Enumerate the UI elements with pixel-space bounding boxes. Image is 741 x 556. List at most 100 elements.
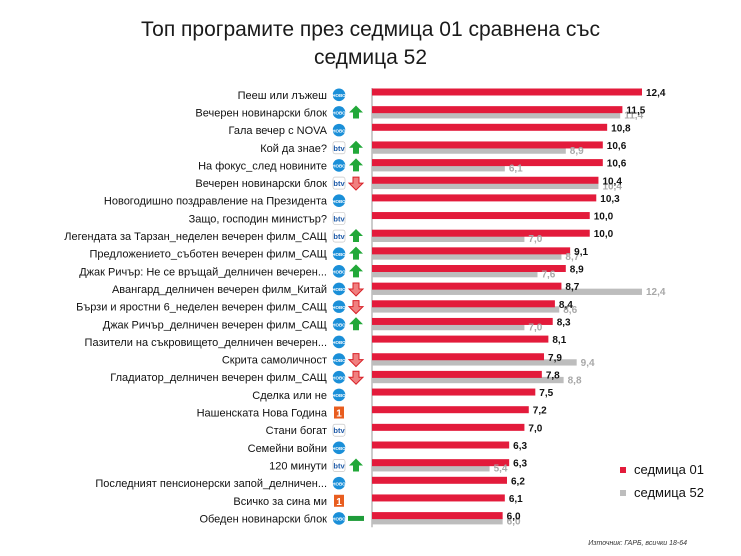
bar-week01: [372, 512, 503, 520]
nova-logo-icon: [332, 247, 346, 260]
bar-week01: [372, 106, 623, 114]
category-label: Джак Ричър: Не се връщай_делничен вечере…: [79, 266, 327, 278]
value-label-week01: 7,0: [528, 423, 542, 434]
value-label-week01: 11,5: [626, 106, 645, 117]
category-label: Предложението_съботен вечерен филм_САЩ: [90, 249, 328, 261]
nova-logo-text: НОВО: [332, 128, 346, 133]
bar-week01: [372, 212, 590, 220]
value-label-week52: 10,4: [602, 181, 622, 192]
nova-logo-icon: [332, 512, 346, 525]
btv-logo-icon: [332, 212, 346, 225]
value-label-week01: 6,3: [513, 459, 527, 470]
bar-week01: [372, 282, 562, 290]
nova-logo-text: НОВО: [332, 93, 346, 98]
value-label-week01: 7,9: [548, 353, 562, 364]
legend-label: седмица 01: [634, 462, 704, 477]
value-label-week01: 10,6: [607, 141, 627, 152]
value-label-week01: 10,4: [602, 176, 622, 187]
bar-week01: [372, 194, 597, 202]
chart-title-line1: Топ програмите през седмица 01 сравнена …: [140, 18, 601, 41]
value-label-week01: 9,1: [574, 247, 588, 258]
kanal1-logo-text: 1: [336, 409, 342, 420]
bar-week01: [372, 88, 642, 96]
value-label-week52: 8,9: [570, 146, 584, 157]
bar-week01: [372, 176, 599, 184]
value-label-week01: 8,7: [565, 282, 579, 293]
value-label-week01: 7,2: [533, 406, 547, 417]
value-label-week01: 6,3: [513, 441, 527, 452]
nova-logo-text: НОВО: [332, 322, 346, 327]
value-label-week52: 5,4: [494, 464, 508, 475]
category-label: 120 минути: [269, 460, 327, 472]
nova-logo-icon: [332, 123, 346, 137]
category-label: Семейни войни: [248, 443, 327, 455]
category-label: Сделка или не: [252, 390, 327, 402]
category-label: Обеден новинарски блок: [199, 513, 327, 525]
trend-down-icon: [347, 176, 365, 191]
category-label: Пазители на съкровището_делничен вечерен…: [85, 337, 327, 349]
bar-week01: [372, 123, 608, 131]
bar-week52: [372, 271, 538, 278]
legend-swatch: [620, 467, 626, 473]
category-label: Вечерен новинарски блок: [195, 178, 327, 190]
trend-flat-icon: [348, 515, 364, 521]
value-label-week01: 10,0: [594, 229, 614, 240]
bar-week01: [372, 494, 505, 502]
nova-logo-text: НОВО: [332, 340, 346, 345]
bar-week01: [372, 159, 603, 167]
bar-week01: [372, 406, 529, 414]
category-label: Защо, господин министър?: [189, 213, 327, 225]
category-label: Легендата за Тарзан_неделен вечерен филм…: [64, 231, 327, 243]
nova-logo-icon: [332, 476, 346, 490]
category-label: Нашенската Нова Година: [197, 408, 328, 420]
kanal1-logo-text: 1: [336, 497, 342, 508]
nova-logo-icon: [332, 88, 346, 102]
trend-up-icon: [349, 158, 363, 172]
bar-week52: [372, 235, 525, 242]
nova-logo-text: НОВО: [332, 164, 346, 169]
category-label: Джак Ричър_делничен вечерен филм_САЩ: [103, 319, 327, 331]
bar-week01: [372, 317, 553, 325]
value-label-week52: 8,6: [563, 305, 577, 316]
value-label-week52: 6,1: [509, 164, 523, 175]
trend-up-icon: [349, 246, 363, 260]
trend-down-icon: [347, 370, 365, 385]
bar-week01: [372, 353, 545, 361]
value-label-week01: 7,5: [539, 388, 553, 399]
bar-week01: [372, 459, 510, 467]
legend-swatch: [620, 490, 626, 496]
bar-week01: [372, 265, 566, 272]
value-label-week01: 12,4: [646, 88, 666, 99]
value-label-week52: 8,7: [565, 252, 579, 263]
category-label: Последният пенсионерски запой_делничен..…: [95, 478, 327, 490]
trend-up-icon: [349, 140, 363, 154]
category-label: На фокус_след новините: [198, 160, 327, 172]
value-label-week01: 8,4: [559, 300, 573, 311]
bar-week52: [372, 323, 525, 331]
value-label-week01: 7,8: [546, 370, 560, 381]
nova-logo-icon: [332, 265, 346, 278]
value-label-week01: 8,9: [570, 265, 584, 276]
trend-up-icon: [349, 229, 363, 243]
nova-logo-icon: [332, 106, 346, 119]
bar-week01: [372, 141, 603, 149]
bar-week52: [372, 147, 566, 154]
nova-logo-icon: [332, 282, 346, 296]
chart-title-line2: седмица 52: [313, 46, 428, 69]
nova-logo-icon: [332, 317, 346, 331]
bar-week01: [372, 388, 536, 396]
category-label: Гладиатор_делничен вечерен филм_САЩ: [110, 372, 327, 384]
bar-week01: [372, 247, 571, 255]
chart-title: Топ програмите през седмица 01 сравнена …: [0, 16, 741, 72]
nova-logo-text: НОВО: [332, 111, 346, 116]
bar-week52: [372, 112, 621, 119]
category-label: Стани богат: [266, 425, 327, 437]
bar-week52: [372, 165, 505, 172]
value-label-week52: 7,0: [528, 322, 542, 333]
nova-logo-icon: [332, 194, 346, 208]
bar-week01: [372, 335, 549, 343]
value-label-week01: 10,8: [611, 123, 631, 134]
value-label-week01: 6,2: [511, 476, 525, 487]
trend-down-icon: [347, 300, 365, 315]
bar-week01: [372, 370, 542, 378]
